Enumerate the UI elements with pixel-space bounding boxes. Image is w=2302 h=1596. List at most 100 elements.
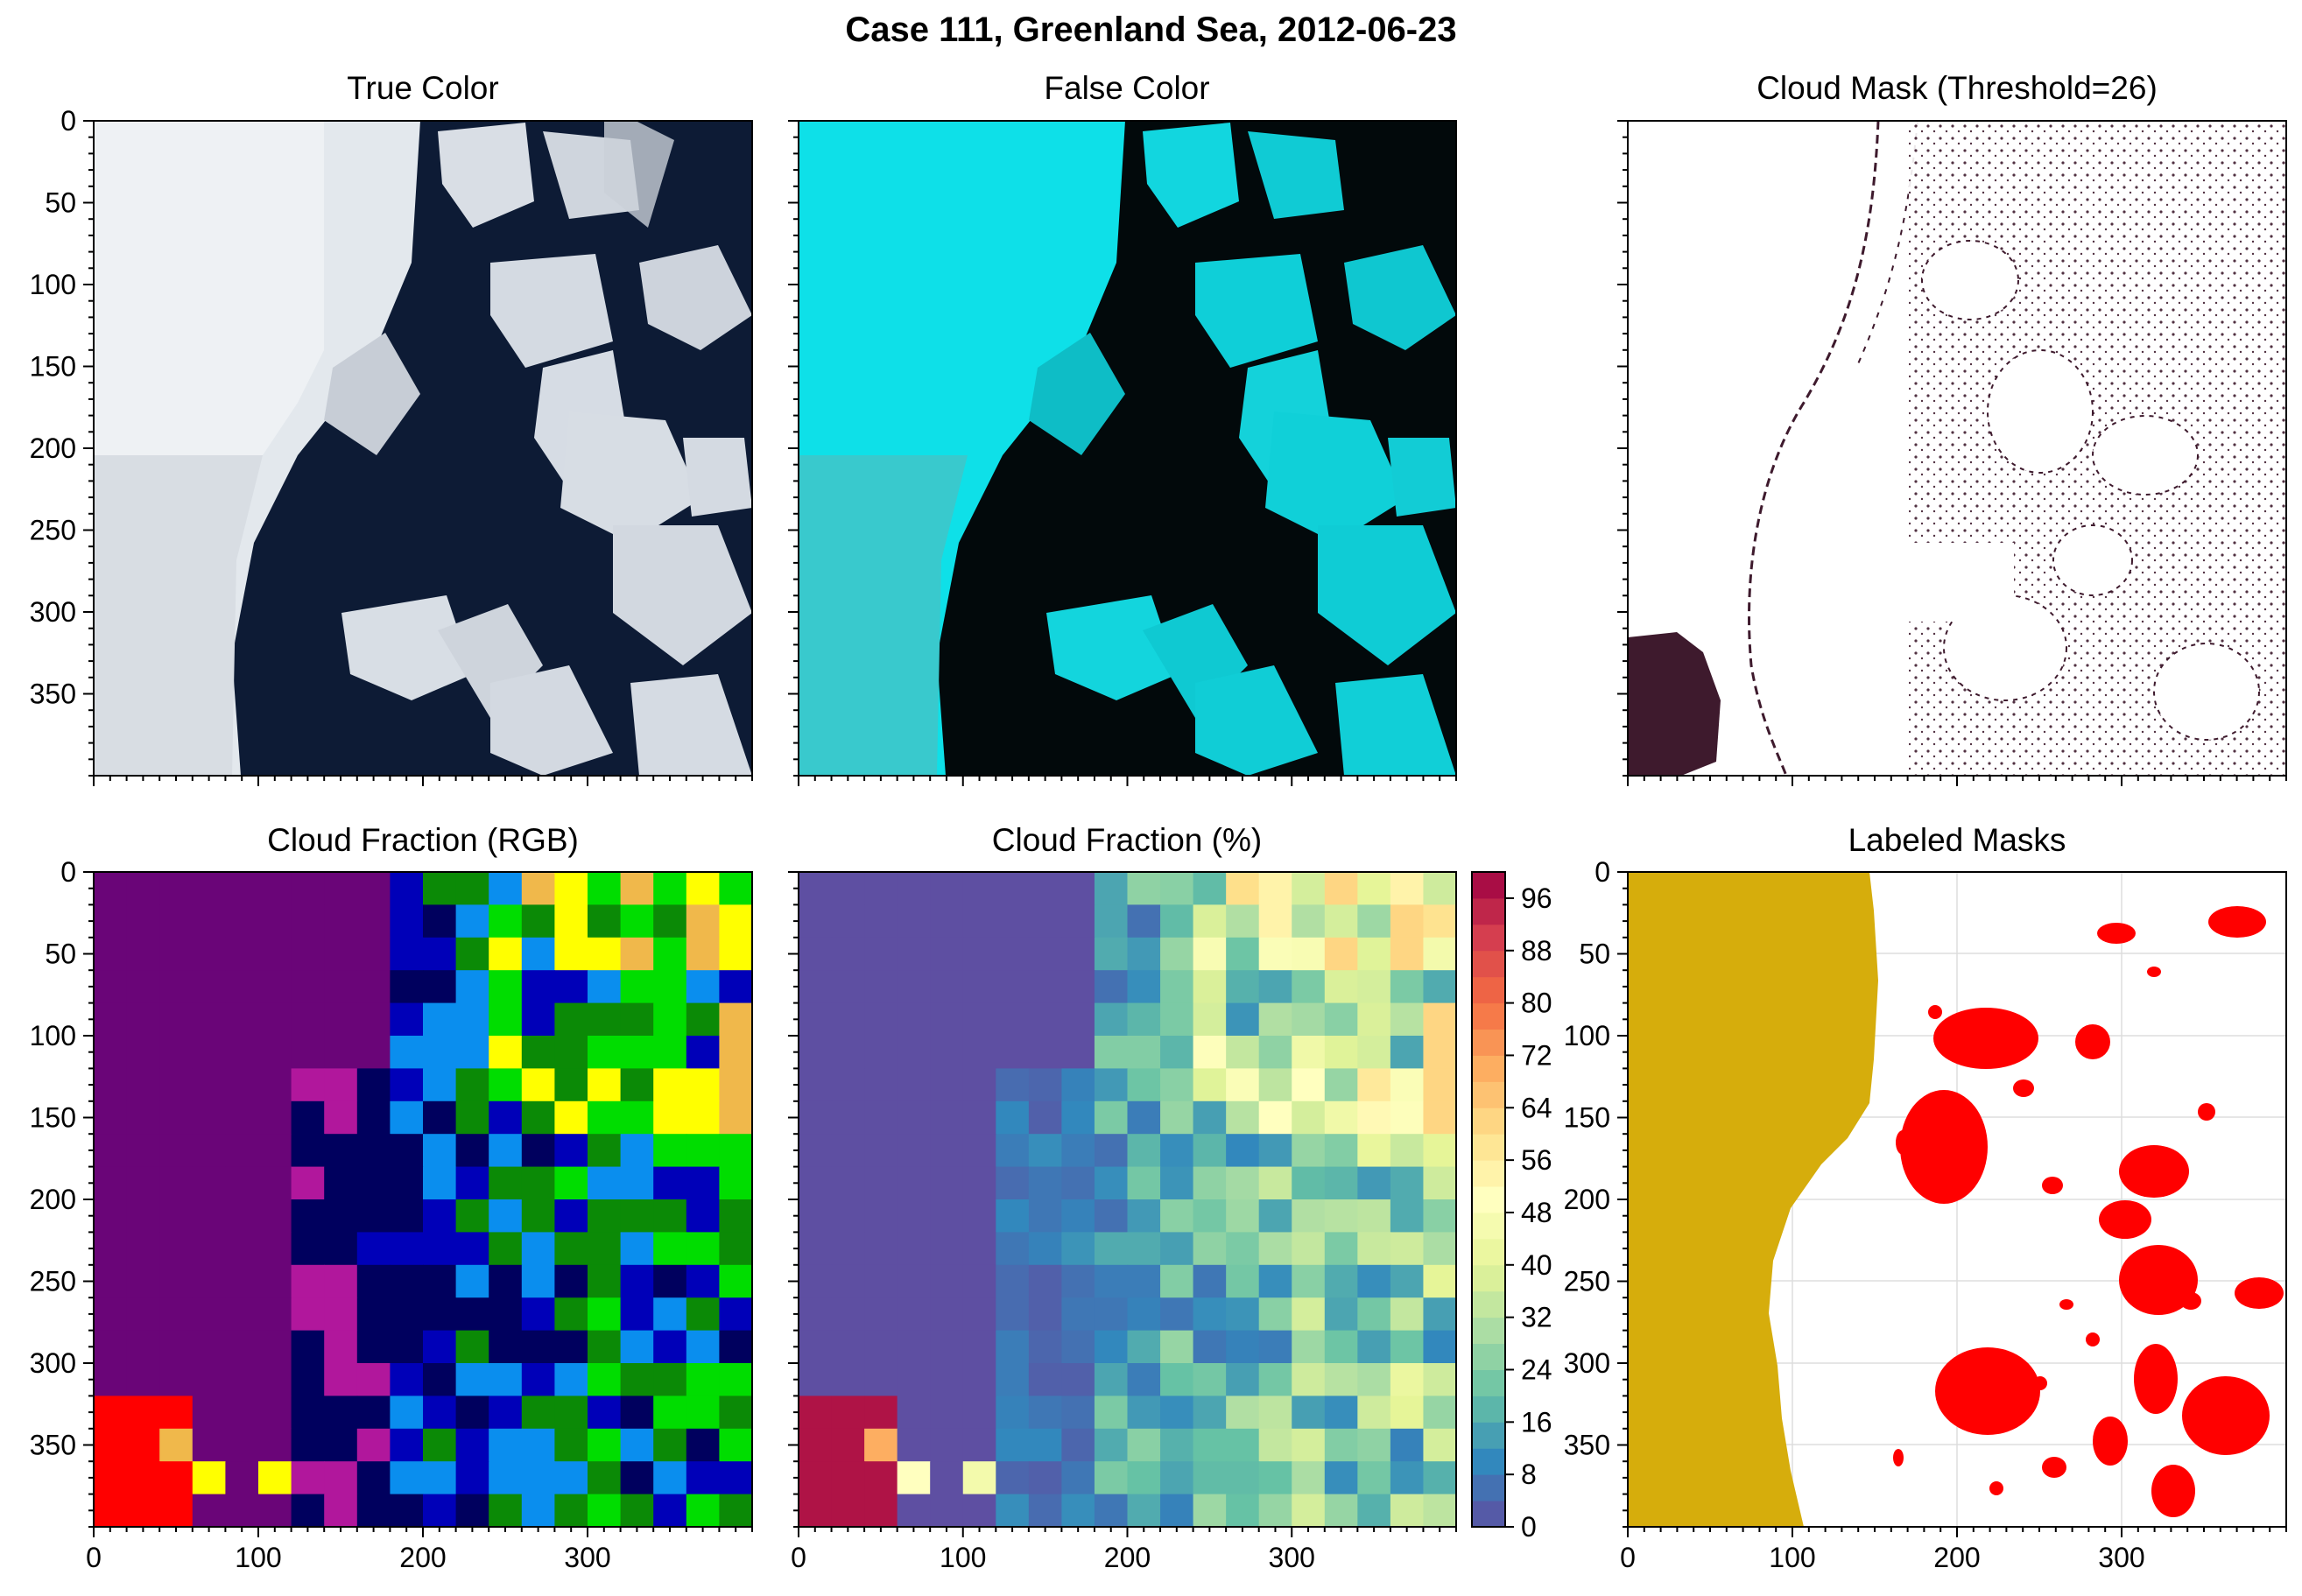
pct-cell — [799, 1330, 833, 1364]
pct-cell — [1226, 937, 1260, 971]
pct-cell — [831, 1232, 865, 1266]
pct-cell — [1028, 1166, 1062, 1200]
pct-cell — [1061, 1396, 1095, 1430]
pct-cell — [1094, 1002, 1129, 1037]
rgb-cell — [159, 970, 194, 1004]
pct-cell — [1258, 904, 1292, 939]
pct-cell — [1423, 1232, 1456, 1266]
rgb-cell — [225, 1002, 259, 1037]
rgb-cell — [225, 1428, 259, 1462]
pct-cell — [1390, 1396, 1425, 1430]
pct-cell — [1324, 1264, 1358, 1298]
rgb-cell — [521, 1134, 555, 1168]
pct-cell — [897, 1166, 931, 1200]
rgb-cell — [258, 1494, 292, 1527]
pct-cell — [897, 1232, 931, 1266]
pct-cell — [1324, 1134, 1358, 1168]
rgb-cell — [258, 1036, 292, 1069]
rgb-cell — [423, 970, 457, 1004]
pct-cell — [996, 1002, 1030, 1037]
rgb-cell — [192, 1002, 226, 1037]
pct-cell — [1028, 1461, 1062, 1495]
colorbar-segment — [1472, 872, 1505, 899]
y-tick-label: 100 — [30, 269, 76, 300]
floe-masks — [1893, 906, 2284, 1517]
colorbar-segment — [1472, 1396, 1505, 1423]
true-color-image — [94, 121, 752, 776]
pct-cell — [1324, 1363, 1358, 1396]
pct-cell — [799, 1363, 833, 1396]
pct-cell — [1357, 872, 1391, 905]
rgb-cell — [390, 1068, 424, 1102]
pct-cell — [1193, 1232, 1227, 1266]
pct-cell — [930, 1363, 964, 1396]
pct-cell — [1160, 1494, 1194, 1527]
rgb-cell — [588, 1264, 622, 1298]
pct-cell — [1324, 872, 1358, 905]
pct-cell — [1390, 1494, 1425, 1527]
rgb-cell — [126, 1330, 160, 1364]
rgb-cell — [620, 937, 654, 971]
colorbar-segment — [1472, 1264, 1505, 1292]
rgb-cell — [225, 1494, 259, 1527]
pct-cell — [897, 904, 931, 939]
rgb-cell — [225, 937, 259, 971]
pct-cell — [1127, 1232, 1161, 1266]
rgb-cell — [192, 937, 226, 971]
rgb-cell — [489, 872, 523, 905]
rgb-cell — [620, 1264, 654, 1298]
colorbar-segment — [1472, 1134, 1505, 1161]
rgb-cell — [719, 937, 752, 971]
rgb-cell — [390, 1166, 424, 1200]
pct-cell — [1226, 1264, 1260, 1298]
rgb-cell — [192, 1264, 226, 1298]
panel-title-true-color: True Color — [347, 70, 498, 106]
pct-cell — [1127, 1428, 1161, 1462]
pct-cell — [1226, 1068, 1260, 1102]
rgb-cell — [324, 1297, 358, 1332]
rgb-cell — [423, 1396, 457, 1430]
pct-cell — [1258, 872, 1292, 905]
y-tick-label: 250 — [1564, 1266, 1610, 1297]
rgb-cell — [126, 1100, 160, 1135]
pct-cell — [864, 1036, 898, 1069]
pct-cell — [1127, 1134, 1161, 1168]
pct-cell — [962, 1494, 996, 1527]
rgb-cell — [620, 1494, 654, 1527]
rgb-cell — [225, 1199, 259, 1233]
x-tick-label: 300 — [1269, 1542, 1315, 1573]
rgb-cell — [126, 1363, 160, 1396]
rgb-cell — [455, 1166, 489, 1200]
rgb-cell — [356, 937, 391, 971]
pct-cell — [1324, 1330, 1358, 1364]
colorbar-frame — [1471, 871, 1506, 1528]
y-tick-label: 300 — [30, 596, 76, 628]
pct-cell — [1258, 1297, 1292, 1332]
rgb-cell — [390, 1396, 424, 1430]
pct-cell — [1160, 1002, 1194, 1037]
pct-cell — [1061, 970, 1095, 1004]
pct-cell — [831, 970, 865, 1004]
rgb-cell — [324, 872, 358, 905]
colorbar-segment — [1472, 950, 1505, 978]
rgb-cell — [356, 1494, 391, 1527]
pct-cell — [1094, 937, 1129, 971]
rgb-cell — [588, 1494, 622, 1527]
rgb-cell — [620, 1068, 654, 1102]
y-tick-label: 350 — [1564, 1430, 1610, 1461]
rgb-cell — [423, 872, 457, 905]
pct-cell — [1292, 1100, 1326, 1135]
rgb-cell — [192, 1494, 226, 1527]
pct-cell — [1061, 1428, 1095, 1462]
rgb-cell — [225, 1068, 259, 1102]
x-tick-label: 200 — [1104, 1542, 1151, 1573]
pct-cell — [831, 1330, 865, 1364]
pct-cell — [1324, 1100, 1358, 1135]
pct-cell — [1160, 904, 1194, 939]
pct-cell — [1193, 970, 1227, 1004]
pct-cell — [1357, 904, 1391, 939]
rgb-cell — [94, 1396, 128, 1430]
rgb-cell — [291, 1134, 325, 1168]
rgb-cell — [258, 1166, 292, 1200]
rgb-cell — [159, 1232, 194, 1266]
